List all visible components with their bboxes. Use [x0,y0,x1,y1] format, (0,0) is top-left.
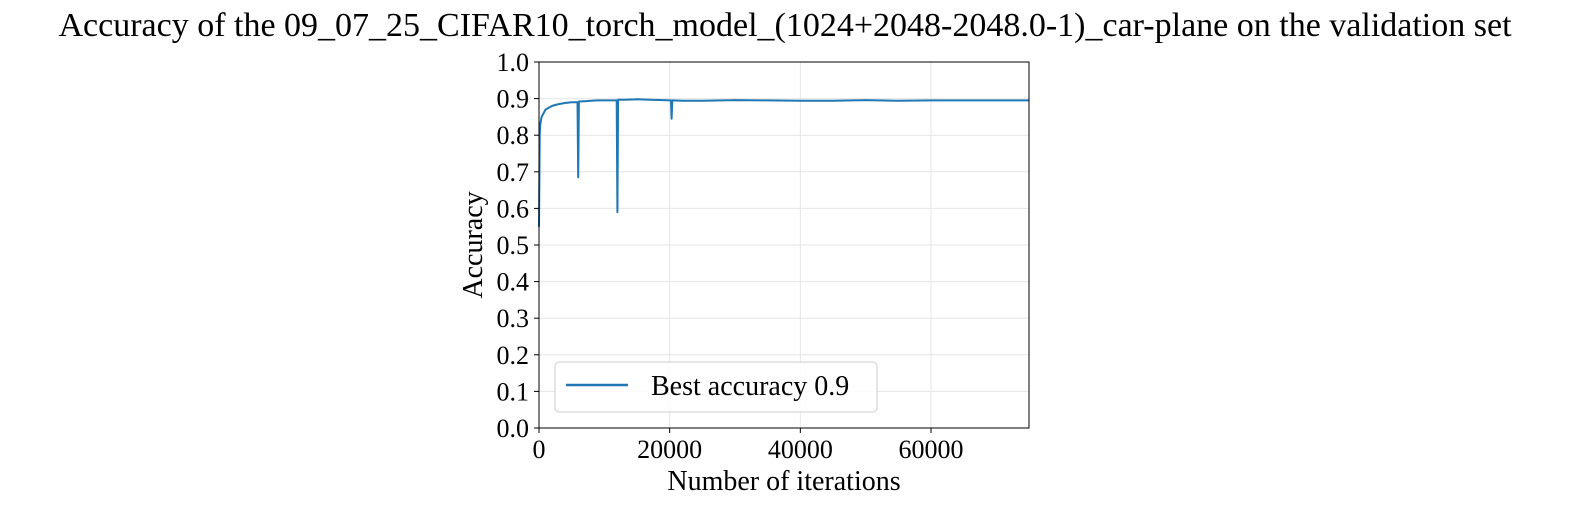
y-tick-label: 1.0 [497,48,530,77]
y-tick-label: 0.7 [497,158,530,187]
legend: Best accuracy 0.9 [554,361,878,413]
y-tick-label: 0.8 [497,121,530,150]
y-tick-label: 0.2 [497,341,530,370]
y-tick-label: 0.6 [497,194,530,223]
x-tick-label: 0 [533,435,546,464]
x-axis-label: Number of iterations [667,466,900,497]
x-tick-label: 60000 [899,435,964,464]
legend-label: Best accuracy 0.9 [651,371,849,402]
x-tick-label: 40000 [768,435,833,464]
y-tick-label: 0.5 [497,231,530,260]
y-tick-label: 0.4 [497,268,530,297]
y-tick-label: 0.9 [497,85,530,114]
series-line [538,98,1029,227]
y-tick-label: 0.3 [497,304,530,333]
y-tick-label: 0.0 [497,414,530,443]
ticks: 0.0 0.1 0.2 0.3 0.4 0.5 0.6 0.7 0.8 0.9 1.0 0 20000 4… [497,48,964,464]
chart-title: Accuracy of the 09_07_25_CIFAR10_torch_m… [58,7,1512,44]
x-tick-label: 20000 [637,435,702,464]
y-tick-label: 0.1 [497,377,530,406]
y-axis-label: Accuracy [458,191,489,298]
series-layer [538,98,1029,227]
legend-box [554,361,878,413]
